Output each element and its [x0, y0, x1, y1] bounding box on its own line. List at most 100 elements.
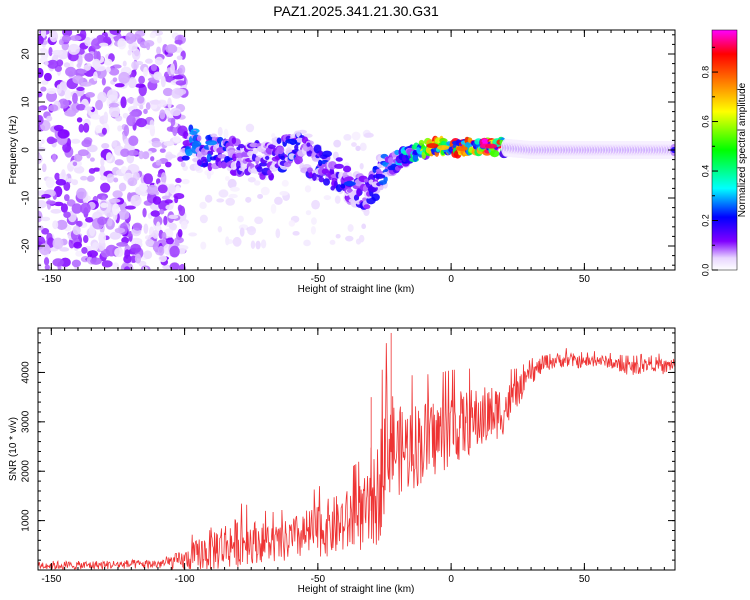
noise-blob	[47, 237, 55, 248]
noise-blob	[151, 140, 162, 148]
noise-blob	[217, 126, 223, 137]
noise-blob	[311, 199, 320, 210]
noise-blob	[334, 195, 341, 204]
hot-spot	[373, 173, 386, 179]
ridge-blob	[412, 153, 419, 162]
noise-blob	[105, 152, 113, 163]
noise-blob	[159, 148, 166, 153]
noise-blob	[113, 177, 119, 183]
noise-blob	[158, 255, 167, 263]
noise-blob	[54, 172, 61, 181]
noise-blob	[60, 203, 68, 213]
ridge-blob	[267, 169, 272, 176]
noise-blob	[126, 97, 136, 104]
noise-blob	[51, 49, 64, 56]
spectrogram-y-tick-label: 0	[21, 147, 32, 153]
noise-blob	[351, 142, 357, 147]
spectrogram-x-label: Height of straight line (km)	[298, 284, 415, 295]
ridge-blob	[371, 193, 380, 201]
noise-blob	[126, 192, 132, 202]
noise-blob	[180, 220, 188, 230]
noise-blob	[152, 229, 159, 239]
noise-blob	[143, 250, 153, 260]
noise-blob	[174, 39, 183, 45]
noise-blob	[152, 196, 162, 205]
ridge-blob	[323, 178, 330, 186]
noise-blob	[345, 235, 354, 242]
noise-blob	[91, 38, 103, 50]
noise-blob	[120, 148, 130, 158]
noise-blob	[260, 186, 270, 196]
noise-blob	[100, 175, 107, 181]
noise-blob	[63, 211, 71, 218]
noise-blob	[98, 232, 107, 244]
noise-blob	[63, 62, 71, 68]
spectrogram-y-tick-label: 10	[21, 96, 32, 108]
noise-blob	[177, 229, 183, 238]
noise-blob	[40, 139, 45, 145]
noise-blob	[162, 87, 174, 97]
noise-blob	[167, 185, 176, 194]
noise-blob	[176, 55, 183, 61]
noise-blob	[132, 222, 143, 231]
noise-blob	[61, 35, 72, 43]
noise-blob	[168, 222, 177, 231]
noise-blob	[101, 260, 113, 268]
noise-blob	[44, 264, 50, 270]
noise-blob	[57, 98, 70, 109]
noise-blob	[114, 83, 125, 88]
noise-blob	[165, 161, 172, 168]
noise-blob	[76, 187, 87, 200]
noise-blob	[125, 32, 136, 44]
noise-blob	[168, 214, 179, 219]
ridge-blob	[334, 163, 344, 169]
noise-blob	[52, 258, 64, 267]
hot-spot	[205, 140, 218, 146]
noise-blob	[100, 182, 111, 193]
noise-blob	[85, 91, 96, 98]
colorbar: 0.0 0.2 0.4 0.6 0.8 Normalized spectral ampl…	[700, 29, 748, 277]
noise-blob	[218, 189, 229, 198]
noise-blob	[41, 227, 50, 235]
spectrogram-x-tick-label: -150	[41, 274, 61, 285]
noise-blob	[172, 126, 178, 137]
noise-blob	[46, 115, 53, 122]
noise-blob	[100, 157, 105, 167]
noise-blob	[227, 178, 237, 189]
noise-blob	[303, 239, 311, 247]
noise-blob	[237, 215, 244, 223]
noise-blob	[247, 226, 257, 236]
ridge-blob	[363, 204, 371, 210]
colorbar-label: Normalized spectral amplitude	[737, 82, 748, 217]
ridge-blob	[276, 137, 282, 144]
noise-blob	[146, 184, 159, 195]
noise-blob	[161, 231, 167, 240]
noise-blob	[131, 48, 141, 61]
noise-blob	[52, 220, 59, 230]
noise-blob	[255, 240, 261, 250]
noise-blob	[133, 98, 138, 110]
noise-blob	[204, 194, 213, 203]
snr-x-tick-label: -150	[41, 574, 61, 585]
figure-title: PAZ1.2025.341.21.30.G31	[273, 3, 439, 19]
noise-blob	[139, 104, 144, 110]
noise-blob	[323, 195, 332, 201]
noise-blob	[126, 114, 136, 127]
ridge-blob	[387, 156, 394, 164]
ridge-blob	[294, 144, 299, 151]
ridge-blob	[230, 161, 238, 171]
ridge-blob	[346, 188, 353, 193]
noise-blob	[157, 245, 165, 256]
noise-blob	[77, 149, 89, 157]
colorbar-tick-label: 0.8	[700, 66, 710, 79]
colorbar-gradient	[711, 29, 738, 271]
noise-blob	[149, 32, 157, 39]
ridge-blob	[265, 155, 270, 160]
ridge-blob	[252, 147, 258, 155]
colorbar-tick-label: 0.0	[700, 264, 710, 277]
noise-blob	[150, 63, 158, 72]
noise-blob	[138, 260, 147, 267]
noise-blob	[122, 60, 127, 67]
ridge-blob	[306, 142, 311, 147]
